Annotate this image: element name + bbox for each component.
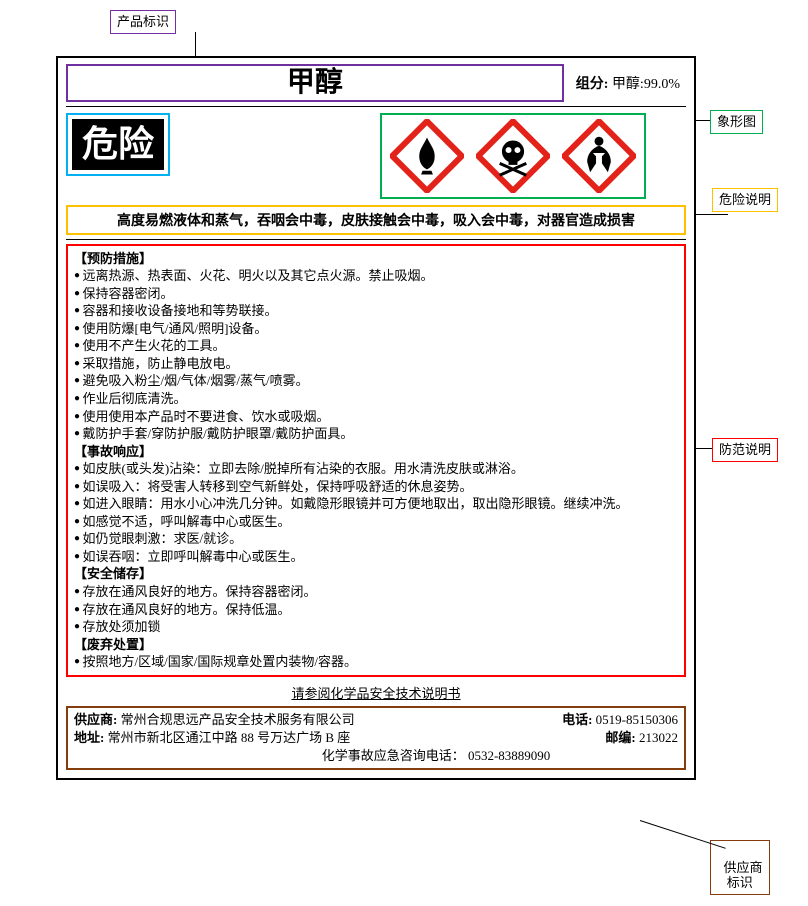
callout-label: 危险说明 <box>719 192 771 207</box>
precaution-item: 使用使用本产品时不要进食、饮水或吸烟。 <box>74 408 678 426</box>
precaution-item: 作业后彻底清洗。 <box>74 390 678 408</box>
precaution-section-heading: 【预防措施】 <box>74 250 678 268</box>
precaution-item: 保持容器密闭。 <box>74 285 678 303</box>
precaution-item: 容器和接收设备接地和等势联接。 <box>74 302 678 320</box>
product-identifier: 甲醇 <box>66 64 564 102</box>
skull-icon <box>476 119 550 193</box>
precaution-item: 存放在通风良好的地方。保持低温。 <box>74 601 678 619</box>
flame-icon <box>390 119 464 193</box>
composition: 组分: 甲醇:99.0% <box>570 64 686 102</box>
emergency-phone: 0532-83889090 <box>468 748 550 763</box>
hazard-text: 高度易燃液体和蒸气，吞咽会中毒，皮肤接触会中毒，吸入会中毒，对器官造成损害 <box>117 214 635 229</box>
precaution-item: 如感觉不适，呼叫解毒中心或医生。 <box>74 513 678 531</box>
precaution-item: 使用防爆[电气/通风/照明]设备。 <box>74 320 678 338</box>
precaution-item: 如皮肤(或头发)沾染：立即去除/脱掉所有沾染的衣服。用水清洗皮肤或淋浴。 <box>74 460 678 478</box>
ghs-label: 甲醇 组分: 甲醇:99.0% 危险 <box>56 56 696 780</box>
signal-word: 危险 <box>72 119 164 170</box>
callout-label: 象形图 <box>717 114 756 129</box>
callout-precaution: 防范说明 <box>712 438 778 462</box>
precaution-item: 如仍觉眼刺激：求医/就诊。 <box>74 530 678 548</box>
callout-pictogram: 象形图 <box>710 110 763 134</box>
composition-value: 甲醇:99.0% <box>612 73 680 93</box>
callout-label: 产品标识 <box>117 14 169 29</box>
callout-label: 供应商 标识 <box>724 860 763 891</box>
precaution-item: 存放在通风良好的地方。保持容器密闭。 <box>74 583 678 601</box>
precaution-item: 如进入眼睛：用水小心冲洗几分钟。如戴隐形眼镜并可方便地取出，取出隐形眼镜。继续冲… <box>74 495 678 513</box>
hazard-statements: 高度易燃液体和蒸气，吞咽会中毒，皮肤接触会中毒，吸入会中毒，对器官造成损害 <box>66 205 686 235</box>
precaution-item: 采取措施，防止静电放电。 <box>74 355 678 373</box>
precaution-section-heading: 【安全储存】 <box>74 565 678 583</box>
supplier-phone: 0519-85150306 <box>596 712 678 727</box>
signal-word-box: 危险 <box>66 113 170 176</box>
precaution-item: 戴防护手套/穿防护服/戴防护眼罩/戴防护面具。 <box>74 425 678 443</box>
callout-hazard: 危险说明 <box>712 188 778 212</box>
composition-label: 组分: <box>576 73 609 93</box>
supplier-phone-label: 电话: <box>562 712 592 727</box>
supplier-identification: 供应商: 常州合规思远产品安全技术服务有限公司 电话: 0519-8515030… <box>66 706 686 771</box>
callout-line <box>640 820 726 849</box>
signal-picto-row: 危险 <box>58 107 694 203</box>
title-row: 甲醇 组分: 甲醇:99.0% <box>58 58 694 106</box>
precaution-item: 远离热源、热表面、火花、明火以及其它点火源。禁止吸烟。 <box>74 267 678 285</box>
precaution-section-heading: 【废弃处置】 <box>74 636 678 654</box>
precaution-item: 如误吞咽：立即呼叫解毒中心或医生。 <box>74 548 678 566</box>
callout-supplier: 供应商 标识 <box>710 840 770 895</box>
precaution-item: 按照地方/区域/国家/国际规章处置内装物/容器。 <box>74 653 678 671</box>
supplier-address-label: 地址: <box>74 730 104 745</box>
product-name: 甲醇 <box>287 67 343 98</box>
supplier-address: 常州市新北区通江中路 88 号万达广场 B 座 <box>108 730 351 745</box>
precautionary-statements: 【预防措施】远离热源、热表面、火花、明火以及其它点火源。禁止吸烟。保持容器密闭。… <box>66 244 686 677</box>
precaution-item: 使用不产生火花的工具。 <box>74 337 678 355</box>
supplier-postcode: 213022 <box>639 730 678 745</box>
precaution-item: 存放处须加锁 <box>74 618 678 636</box>
callout-product-id: 产品标识 <box>110 10 176 34</box>
supplier-name-label: 供应商: <box>74 712 117 727</box>
emergency-label: 化学事故应急咨询电话： <box>322 748 465 763</box>
health-hazard-icon <box>562 119 636 193</box>
pictogram-box <box>380 113 646 199</box>
precaution-section-heading: 【事故响应】 <box>74 443 678 461</box>
divider <box>66 239 686 240</box>
callout-label: 防范说明 <box>719 442 771 457</box>
precaution-item: 避免吸入粉尘/烟/气体/烟雾/蒸气/喷雾。 <box>74 372 678 390</box>
sds-reference: 请参阅化学品安全技术说明书 <box>58 681 694 704</box>
precaution-item: 如误吸入：将受害人转移到空气新鲜处，保持呼吸舒适的休息姿势。 <box>74 478 678 496</box>
supplier-name: 常州合规思远产品安全技术服务有限公司 <box>121 712 355 727</box>
supplier-postcode-label: 邮编: <box>605 730 635 745</box>
